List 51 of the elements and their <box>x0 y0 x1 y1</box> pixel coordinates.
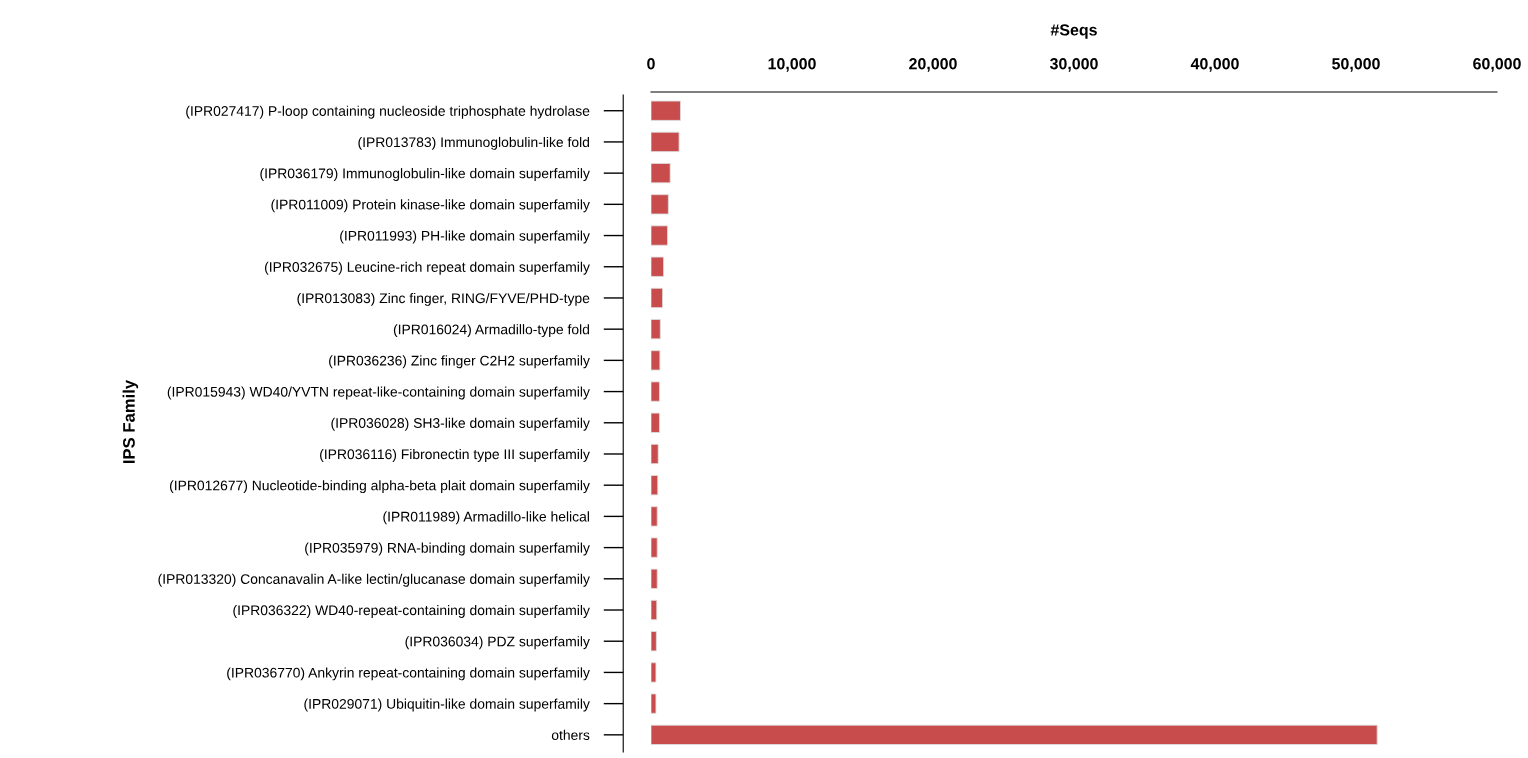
bar <box>651 631 657 652</box>
y-tick-label: (IPR036322) WD40-repeat-containing domain superfamily <box>233 604 590 618</box>
y-tick-label: (IPR013320) Concanavalin A-like lectin/glucanase domain superfamily <box>158 573 590 587</box>
y-tick-label: (IPR012677) Nucleotide-binding alpha-beta plait domain superfamily <box>170 480 590 494</box>
y-tick-label: (IPR011993) PH-like domain superfamily <box>340 230 590 244</box>
x-tick-label: 50,000 <box>1332 58 1380 72</box>
y-tick-label: others <box>551 729 590 741</box>
y-tick-label: (IPR016024) Armadillo-type fold <box>393 324 590 338</box>
bar <box>651 599 658 621</box>
y-tick-label: (IPR036236) Zinc finger C2H2 superfamily <box>329 355 590 369</box>
y-tick-label: (IPR036028) SH3-like domain superfamily <box>331 417 590 431</box>
bar <box>651 693 657 714</box>
bar <box>651 163 671 184</box>
x-tick-label: 40,000 <box>1190 58 1239 72</box>
y-tick-label: (IPR015943) WD40/YVTN repeat-like-containing domain superfamily <box>167 386 590 400</box>
bar <box>651 350 661 371</box>
y-tick-label: (IPR013083) Zinc finger, RING/FYVE/PHD-type <box>297 292 590 306</box>
bar <box>651 131 680 153</box>
y-tick-label: (IPR035979) RNA-binding domain superfamily <box>305 542 590 556</box>
y-tick-label: (IPR036770) Ankyrin repeat-containing domain superfamily <box>227 667 590 681</box>
y-tick-label: (IPR036116) Fibronectin type III superfamily <box>320 448 590 462</box>
bar <box>651 381 660 402</box>
y-tick-label: (IPR011989) Armadillo-like helical <box>383 511 589 525</box>
y-axis-title: IPS Family <box>122 379 139 464</box>
x-tick-label: 10,000 <box>768 58 816 72</box>
bar <box>651 537 658 558</box>
bar <box>651 443 659 465</box>
y-tick-label: (IPR013783) Immunoglobulin-like fold <box>358 136 590 150</box>
bar <box>651 662 657 683</box>
x-axis-title: #Seqs <box>1050 24 1097 39</box>
bar <box>651 412 660 433</box>
y-tick-label: (IPR032675) Leucine-rich repeat domain superfamily <box>264 261 590 275</box>
x-tick-label: 0 <box>647 58 655 70</box>
bar <box>651 194 669 215</box>
y-tick-label: (IPR029071) Ubiquitin-like domain superfamily <box>304 698 590 712</box>
y-tick-label: (IPR036034) PDZ superfamily <box>405 636 590 650</box>
y-tick-label: (IPR036179) Immunoglobulin-like domain superfamily <box>260 168 590 182</box>
bar <box>651 225 668 246</box>
bar <box>651 287 663 309</box>
x-tick-label: 20,000 <box>909 58 957 72</box>
x-tick-label: 30,000 <box>1049 58 1098 72</box>
x-tick-label: 60,000 <box>1473 58 1521 72</box>
bar <box>651 319 661 340</box>
y-tick-label: (IPR027417) P-loop containing nucleoside triphosphate hydrolase <box>186 105 590 119</box>
y-tick-label: (IPR011009) Protein kinase-like domain superfamily <box>271 199 590 213</box>
bar <box>651 256 664 277</box>
bar <box>651 568 658 589</box>
bar <box>651 724 1378 745</box>
bar <box>651 506 658 527</box>
bar <box>651 475 659 496</box>
bar <box>651 100 681 121</box>
